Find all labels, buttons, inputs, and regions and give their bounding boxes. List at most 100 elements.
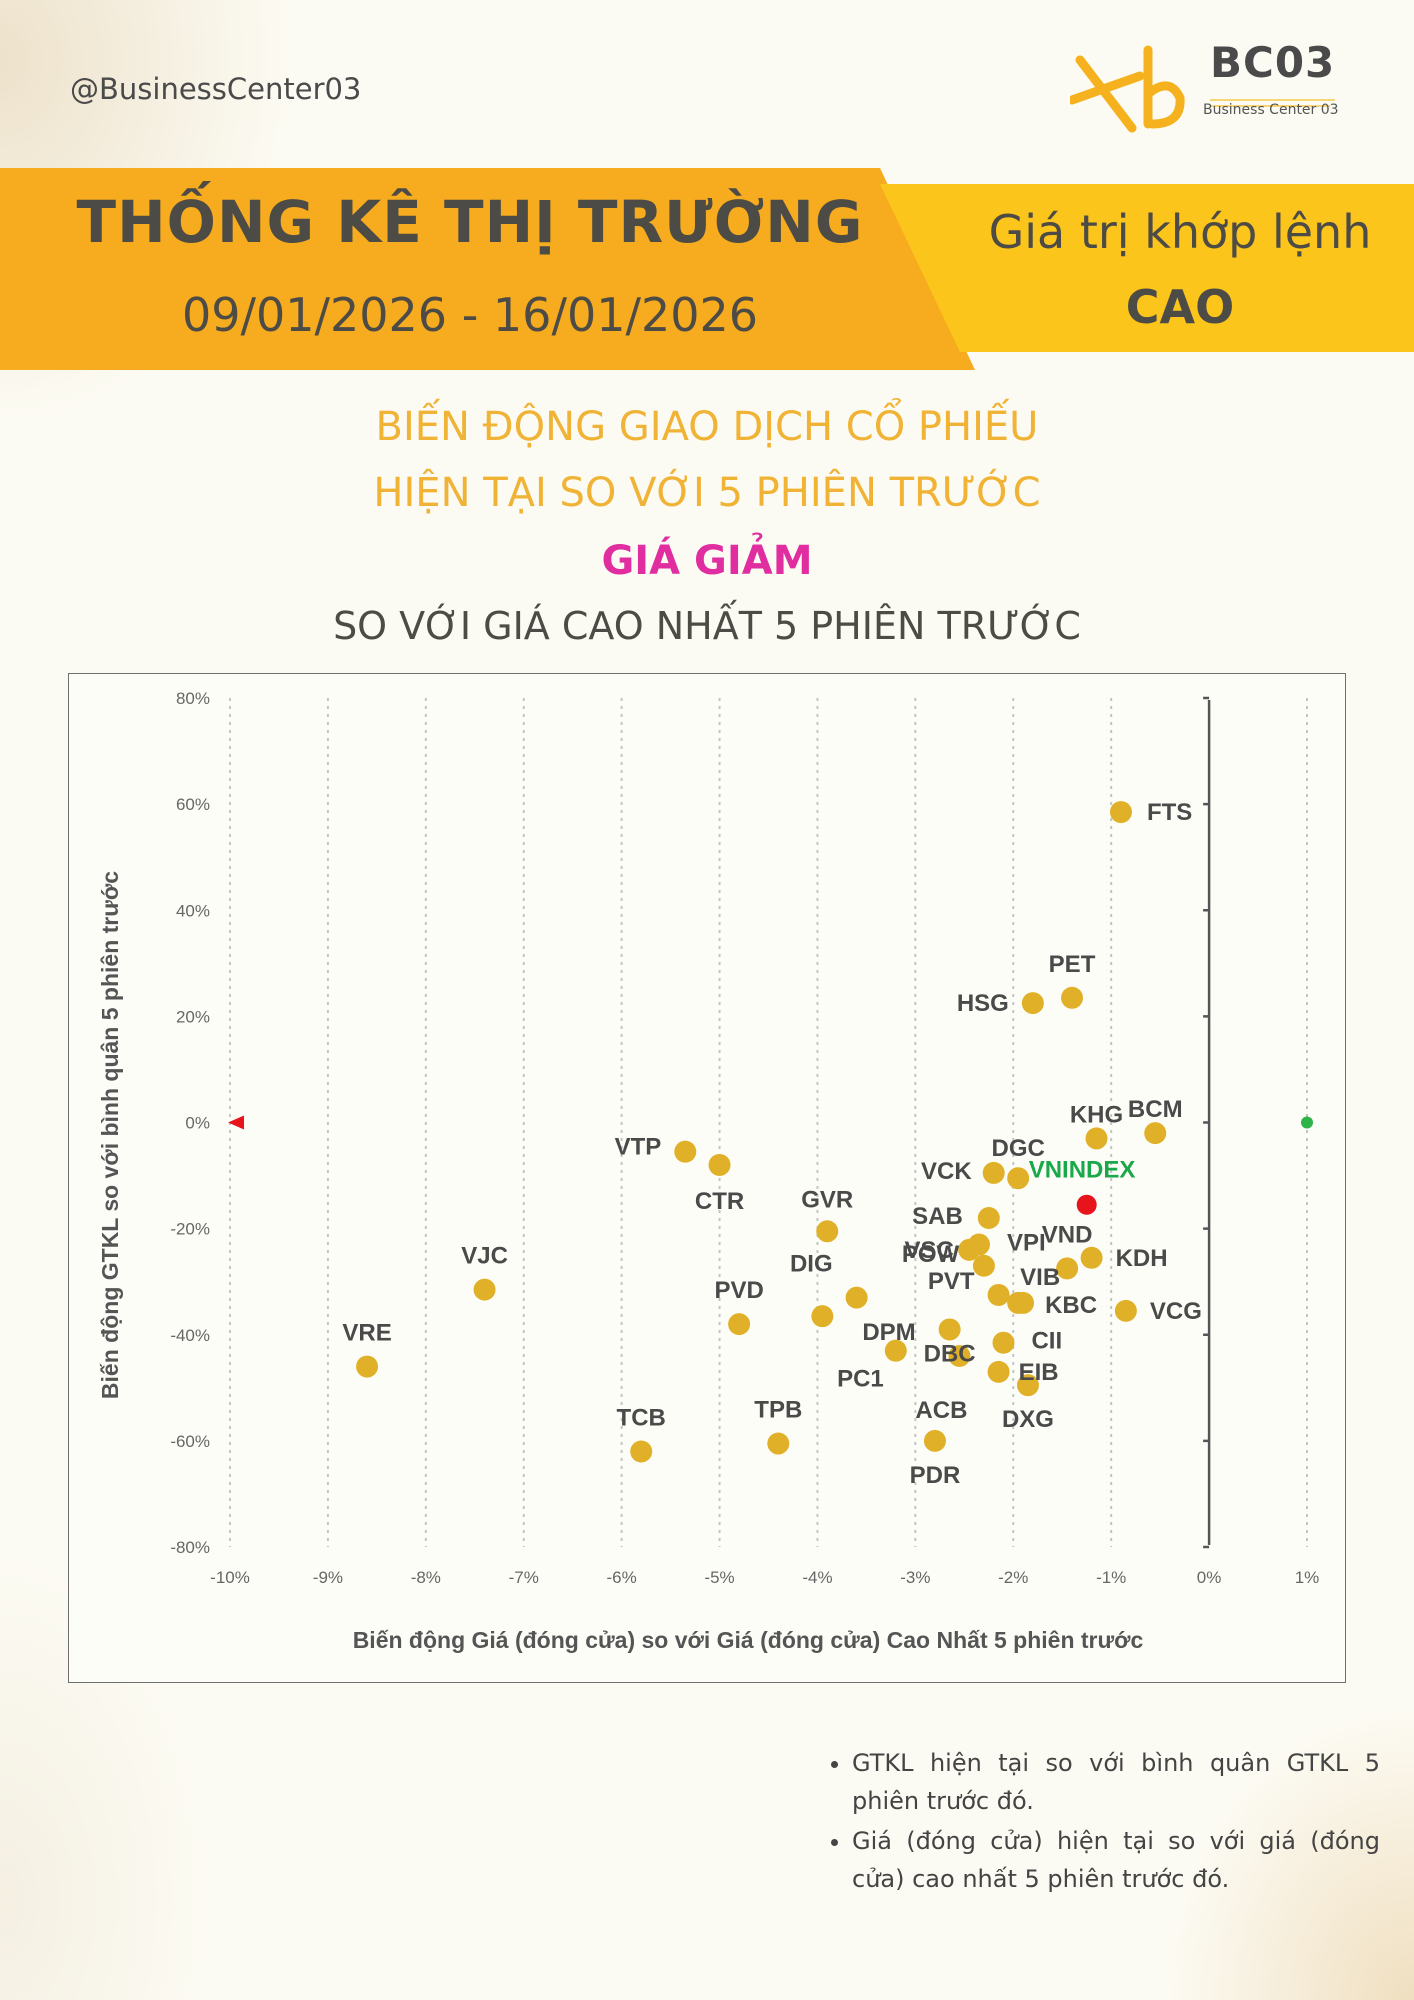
point-label-vck: VCK	[921, 1158, 972, 1185]
point-dig	[845, 1286, 868, 1309]
x-tick-label: 1%	[1295, 1568, 1320, 1587]
point-pdr	[923, 1429, 946, 1452]
y-tick-label: -80%	[170, 1538, 210, 1557]
point-label-dbc: DBC	[924, 1340, 976, 1367]
point-label-vcg: VCG	[1150, 1298, 1202, 1325]
x-tick-label: -3%	[900, 1568, 930, 1587]
logo-subtitle: Business Center 03	[1203, 102, 1339, 118]
banner-left	[0, 168, 975, 370]
point-pvt	[987, 1283, 1010, 1306]
arrow-end-dot	[1301, 1116, 1313, 1129]
point-label-tcb: TCB	[617, 1404, 666, 1431]
point-label-tpb: TPB	[754, 1397, 802, 1424]
metric-label: Giá trị khớp lệnh	[988, 205, 1372, 259]
y-tick-label: 80%	[176, 689, 210, 708]
point-label-vtp: VTP	[615, 1134, 662, 1161]
y-tick-label: 20%	[176, 1007, 210, 1026]
point-label-dig: DIG	[790, 1251, 833, 1278]
x-tick-label: -9%	[313, 1568, 343, 1587]
point-vck	[982, 1161, 1005, 1184]
logo-title: BC03	[1210, 38, 1336, 87]
subtitle-line-2: HIỆN TẠI SO VỚI 5 PHIÊN TRƯỚC	[373, 470, 1041, 516]
point-label-vsc: VSC	[905, 1237, 954, 1264]
y-tick-label: -40%	[170, 1326, 210, 1345]
point-kbc	[1012, 1291, 1035, 1314]
y-axis-label: Biến động GTKL so với bình quân 5 phiên …	[97, 871, 123, 1399]
x-tick-label: -2%	[998, 1568, 1028, 1587]
x-tick-label: -7%	[509, 1568, 539, 1587]
point-kdh	[1080, 1246, 1103, 1269]
x-axis-label: Biến động Giá (đóng cửa) so với Giá (đón…	[353, 1627, 1144, 1653]
point-label-vnindex: VNINDEX	[1029, 1157, 1136, 1184]
point-vtp	[674, 1140, 697, 1163]
point-label-gvr: GVR	[801, 1186, 853, 1213]
point-label-acb: ACB	[915, 1397, 967, 1424]
point-dbc	[938, 1318, 961, 1341]
point-dpm	[811, 1305, 834, 1328]
point-tcb	[630, 1440, 653, 1463]
scatter-chart: -10% -9% -8% -7% -6% -5% -4% -3% -2% -1% 0% 1% 80% 60…	[97, 689, 1320, 1653]
note-item: Giá (đóng cửa) hiện tại so với giá (đóng…	[852, 1822, 1380, 1898]
x-tick-label: -1%	[1096, 1568, 1126, 1587]
point-label-pow: POW	[902, 1241, 960, 1268]
point-label-cii: CII	[1031, 1328, 1062, 1355]
kb-logo-icon	[1070, 45, 1335, 133]
point-label-hsg: HSG	[957, 990, 1009, 1017]
x-tick-label: -4%	[802, 1568, 832, 1587]
subtitle-highlight: GIÁ GIẢM	[601, 538, 813, 584]
point-vsc	[972, 1254, 995, 1277]
point-label-kdh: KDH	[1116, 1245, 1168, 1272]
point-cii	[992, 1331, 1015, 1354]
subtitle-line-1: BIẾN ĐỘNG GIAO DỊCH CỔ PHIẾU	[375, 404, 1039, 450]
point-label-vjc: VJC	[461, 1243, 508, 1270]
point-vnd	[1056, 1257, 1079, 1280]
metric-value: CAO	[1125, 280, 1235, 334]
point-ctr	[708, 1153, 731, 1176]
point-vnindex	[1076, 1194, 1097, 1215]
point-label-kbc: KBC	[1045, 1292, 1097, 1319]
y-tick-label: -20%	[170, 1220, 210, 1239]
note-item: GTKL hiện tại so với bình quân GTKL 5 ph…	[852, 1744, 1380, 1820]
point-vcg	[1114, 1299, 1137, 1322]
point-khg	[1085, 1127, 1108, 1150]
x-tick-label: -6%	[607, 1568, 637, 1587]
point-acb	[948, 1344, 971, 1367]
subtitle-line-4: SO VỚI GIÁ CAO NHẤT 5 PHIÊN TRƯỚC	[333, 604, 1081, 648]
point-bcm	[1144, 1122, 1167, 1145]
banner-right	[880, 184, 1414, 352]
point-vre	[356, 1355, 379, 1378]
x-tick-label: -10%	[210, 1568, 250, 1587]
point-tpb	[767, 1432, 790, 1455]
point-label-khg: KHG	[1070, 1101, 1123, 1128]
point-sab	[977, 1207, 1000, 1230]
point-fts	[1109, 801, 1132, 824]
y-tick-label: -60%	[170, 1432, 210, 1451]
date-range: 09/01/2026 - 16/01/2026	[181, 288, 759, 342]
point-label-vre: VRE	[342, 1320, 391, 1347]
x-tick-label: -8%	[411, 1568, 441, 1587]
point-pvd	[728, 1313, 751, 1336]
point-label-eib: EIB	[1019, 1359, 1059, 1386]
point-hsg	[1021, 992, 1044, 1015]
y-tick-label: 40%	[176, 901, 210, 920]
point-label-dgc: DGC	[991, 1135, 1044, 1162]
page-title: THỐNG KÊ THỊ TRƯỜNG	[76, 188, 864, 256]
point-label-pet: PET	[1049, 951, 1096, 978]
point-gvr	[816, 1220, 839, 1243]
point-label-ctr: CTR	[695, 1188, 744, 1215]
point-label-vpi: VPI	[1007, 1230, 1046, 1257]
point-label-pdr: PDR	[910, 1462, 961, 1489]
point-dgc	[1007, 1167, 1030, 1190]
point-label-vnd: VND	[1042, 1221, 1093, 1248]
point-label-pvt: PVT	[928, 1268, 975, 1295]
point-label-fts: FTS	[1147, 799, 1192, 826]
point-label-pc1: PC1	[837, 1366, 884, 1393]
point-dxg	[1016, 1374, 1039, 1397]
point-label-bcm: BCM	[1128, 1096, 1183, 1123]
point-pet	[1061, 986, 1084, 1009]
point-label-vib: VIB	[1020, 1264, 1060, 1291]
chart-frame	[68, 673, 1346, 1683]
point-eib	[987, 1360, 1010, 1383]
y-tick-label: 60%	[176, 795, 210, 814]
notes-list: GTKL hiện tại so với bình quân GTKL 5 ph…	[820, 1744, 1380, 1900]
